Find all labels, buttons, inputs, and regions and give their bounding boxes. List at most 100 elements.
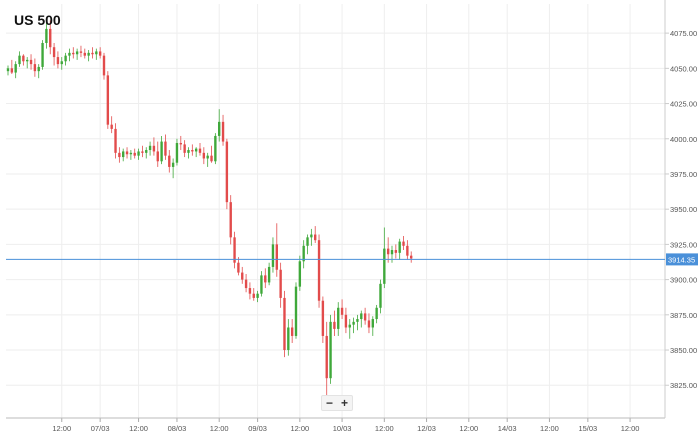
candle-body	[237, 262, 240, 273]
candle-body	[18, 55, 21, 65]
candle-body	[45, 28, 48, 43]
candle-body	[118, 152, 121, 158]
candle-body	[64, 55, 67, 62]
candle-body	[337, 307, 340, 329]
x-tick-label: 08/03	[168, 424, 187, 433]
candle-body	[14, 64, 17, 73]
x-tick-label: 14/03	[498, 424, 517, 433]
axes: 4075.00 4050.00 4025.00 4000.00 3975.00 3950.…	[6, 0, 697, 433]
candle-body	[371, 319, 374, 328]
candle-body	[375, 307, 378, 320]
y-tick-label: 3950.00	[670, 205, 697, 214]
candle-body	[390, 250, 394, 255]
candle-body	[33, 64, 37, 72]
candle-body	[68, 52, 71, 56]
candle-body	[333, 321, 336, 329]
candle-body	[79, 51, 83, 53]
candle-body	[225, 141, 229, 203]
candle-body	[264, 275, 267, 283]
x-tick-label: 15/03	[578, 424, 597, 433]
candle-body	[10, 68, 14, 73]
candle-body	[41, 42, 44, 67]
candle-body	[386, 248, 390, 255]
candles	[6, 20, 413, 404]
x-tick-label: 12:00	[52, 424, 71, 433]
x-tick-label: 07/03	[91, 424, 110, 433]
candle-body	[148, 145, 152, 151]
x-tick-label: 12:00	[290, 424, 309, 433]
candle-body	[252, 293, 255, 298]
candle-body	[256, 293, 259, 298]
candle-body	[394, 250, 398, 253]
x-tick-label: 12:00	[459, 424, 478, 433]
candle-body	[110, 124, 113, 129]
candle-body	[26, 59, 29, 62]
candle-body	[244, 279, 248, 289]
candle-body	[164, 141, 167, 156]
candle-body	[233, 237, 236, 263]
candle-body	[114, 128, 117, 153]
candle-body	[271, 244, 275, 267]
candle-body	[221, 121, 225, 142]
candle-body	[294, 286, 298, 336]
candle-body	[314, 234, 317, 241]
candle-body	[352, 321, 355, 325]
candle-body	[348, 324, 351, 328]
candle-body	[206, 155, 209, 159]
candle-body	[145, 150, 148, 153]
candle-body	[283, 297, 286, 351]
y-tick-label: 3975.00	[670, 170, 697, 179]
candle-body	[260, 275, 263, 294]
candle-body	[402, 241, 405, 246]
candle-body	[210, 155, 213, 162]
candle-body	[229, 202, 232, 238]
y-tick-label: 3850.00	[670, 346, 697, 355]
candle-body	[137, 151, 140, 156]
candle-body	[325, 335, 328, 379]
candle-body	[290, 327, 294, 336]
candle-body	[198, 148, 202, 153]
zoom-controls: − +	[321, 395, 353, 411]
zoom-in-button[interactable]: +	[340, 396, 348, 410]
x-tick-label: 12:00	[540, 424, 559, 433]
candle-body	[141, 151, 144, 153]
x-tick-label: 12:00	[210, 424, 229, 433]
candle-body	[275, 244, 278, 270]
current-price-tag	[666, 253, 698, 266]
candle-body	[317, 240, 321, 301]
candle-body	[160, 141, 163, 162]
x-tick-label: 12/03	[417, 424, 436, 433]
x-tick-label: 10/03	[333, 424, 352, 433]
candle-body	[214, 135, 217, 162]
candle-body	[102, 55, 106, 76]
candle-body	[87, 52, 90, 56]
current-price-label: 3914.35	[668, 255, 695, 264]
candle-body	[306, 237, 309, 246]
candle-body	[398, 241, 401, 253]
candle-body	[60, 61, 63, 65]
candle-body	[267, 266, 271, 283]
candle-body	[56, 57, 60, 65]
x-tick-label: 12:00	[375, 424, 394, 433]
x-tick-label: 09/03	[248, 424, 267, 433]
candle-body	[22, 55, 25, 62]
candle-body	[248, 288, 252, 294]
candle-body	[171, 162, 175, 167]
candle-body	[187, 150, 190, 153]
candle-body	[279, 269, 282, 298]
candle-body	[122, 151, 125, 158]
zoom-out-button[interactable]: −	[325, 396, 333, 410]
candle-body	[329, 321, 332, 379]
candle-body	[152, 145, 156, 152]
candle-body	[125, 151, 129, 155]
x-tick-label: 12:00	[621, 424, 640, 433]
candle-body	[194, 148, 198, 152]
candle-body	[344, 314, 348, 328]
candle-body	[156, 151, 159, 162]
y-tick-label: 3875.00	[670, 311, 697, 320]
candle-body	[241, 272, 244, 280]
candle-body	[179, 142, 182, 145]
candle-body	[410, 255, 413, 259]
candle-body	[379, 283, 382, 308]
